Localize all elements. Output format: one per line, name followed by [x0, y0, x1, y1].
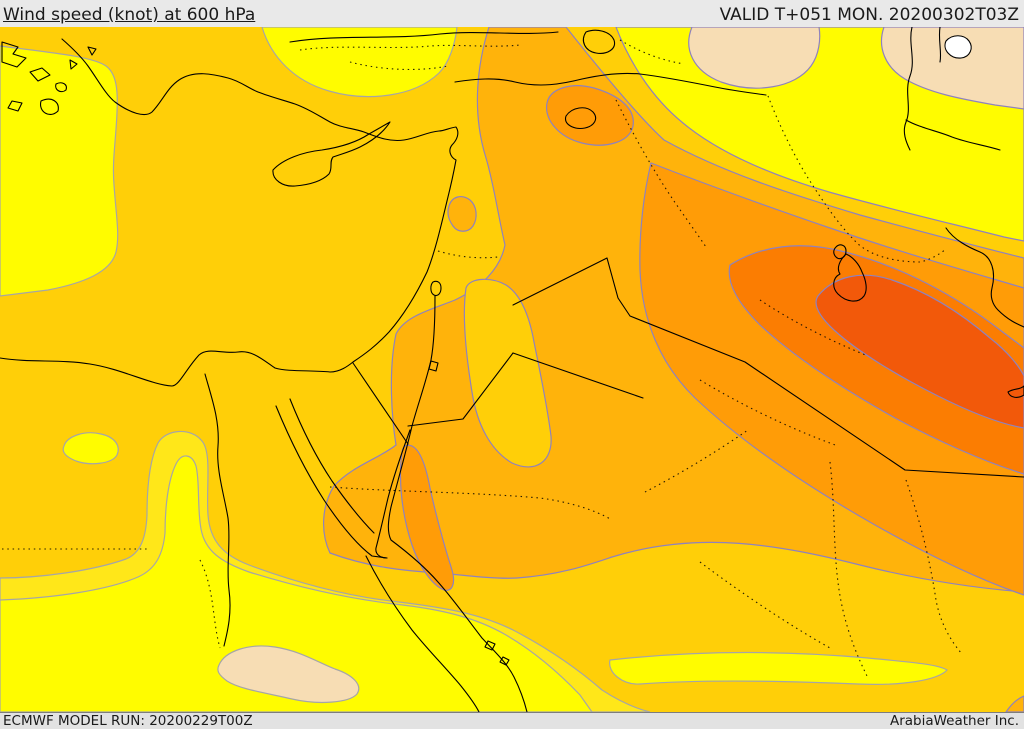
coastline-aegean-islands — [1, 41, 97, 115]
redsea-islands — [484, 640, 510, 666]
border-dotted-saudi-central — [699, 461, 963, 679]
wind-speed-contour-map — [0, 26, 1024, 713]
band-orange-north-blob — [546, 85, 634, 146]
border-jordan-rift — [411, 295, 436, 427]
titlebar: Wind speed (knot) at 600 hPa VALID T+051… — [0, 0, 1024, 27]
coastline-bahrain — [833, 244, 847, 260]
statusbar: ECMWF MODEL RUN: 20200229T00Z ArabiaWeat… — [0, 712, 1024, 729]
coastline-mediterranean — [0, 38, 459, 387]
coastline-redsea-west — [365, 555, 480, 713]
border-israel-egypt — [352, 362, 409, 445]
band-yellow-tongue-southeast — [609, 652, 948, 685]
coastline-cyprus — [272, 121, 391, 187]
coastline-uae — [1007, 385, 1024, 398]
valid-time-label: VALID T+051 MON. 20200302T03Z — [719, 5, 1019, 25]
border-caspian-region — [903, 26, 1001, 151]
band-yellow-spot-egypt — [62, 432, 119, 465]
band-gold-jordan-tongue — [463, 278, 552, 468]
band-cream-northeast-corner — [880, 26, 1024, 110]
weather-map — [0, 26, 1024, 713]
river-nile — [204, 373, 231, 647]
coastline-black-sea — [289, 31, 559, 43]
band-yellow-southwest — [0, 455, 594, 713]
band-orange-redsea — [399, 444, 455, 591]
border-dotted-turkey-inner — [349, 39, 685, 71]
band-red-core — [815, 274, 1024, 429]
band-amber-lebanon — [447, 196, 477, 232]
border-turkey-syria-iraq — [454, 72, 767, 96]
border-layer — [352, 26, 1024, 478]
map-title: Wind speed (knot) at 600 hPa — [3, 5, 256, 25]
border-jordan-iraq-saudi — [407, 257, 1024, 478]
coastline-gulf-of-aqaba — [375, 425, 528, 713]
band-yellow-aegean — [0, 45, 119, 297]
band-yellow-anatolia — [261, 26, 458, 98]
model-run-label: ECMWF MODEL RUN: 20200229T00Z — [3, 712, 253, 729]
band-cream-northeast-west — [688, 26, 821, 89]
coastline-gulf-of-suez — [275, 398, 388, 559]
coastline-persian-gulf — [945, 227, 1024, 328]
dotted-border-layer — [2, 39, 963, 679]
coastline-qatar — [833, 253, 867, 302]
brand-label: ArabiaWeather Inc. — [889, 712, 1019, 729]
lake-tuz — [582, 29, 616, 54]
band-amber-corner-southeast — [1004, 695, 1024, 713]
border-dotted-saudi-east — [699, 299, 869, 447]
lake-van — [565, 107, 597, 129]
lake-urmia — [944, 35, 972, 59]
band-cream-southwest — [217, 645, 360, 703]
coastline-layer — [0, 29, 1024, 713]
